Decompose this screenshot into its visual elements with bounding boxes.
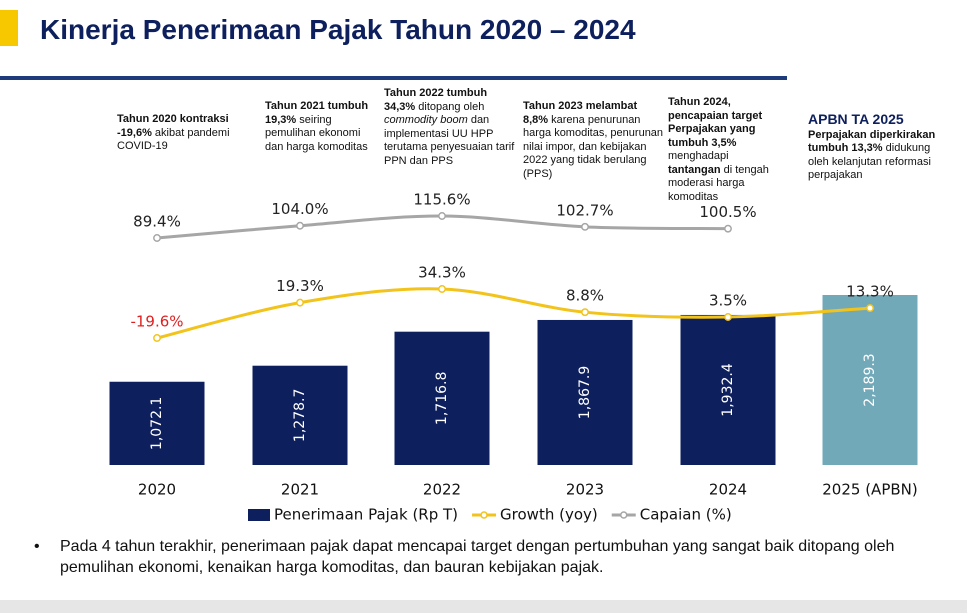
line bbox=[156, 287, 871, 340]
annotation: Tahun 2024, pencapaian target Perpajakan… bbox=[668, 96, 780, 204]
annotation: Tahun 2020 kontraksi -19,6% akibat pande… bbox=[117, 113, 242, 154]
line-value-label: 34.3% bbox=[418, 264, 466, 282]
line-point bbox=[296, 221, 304, 230]
bar-value-label: 1,867.9 bbox=[577, 366, 593, 419]
annotation-text: tantangan bbox=[668, 163, 721, 176]
annotation-text: Tahun 2021 tumbuh 19,3% bbox=[265, 100, 369, 126]
line-value-label: 8.8% bbox=[566, 287, 604, 305]
line-point bbox=[153, 334, 161, 342]
line-point bbox=[581, 308, 589, 317]
annotation-text: menghadapi bbox=[668, 150, 729, 162]
annotation-text: seiring pemulihan ekonomi dan harga komo… bbox=[265, 113, 368, 153]
legend-label: Growth (yoy) bbox=[500, 506, 598, 524]
legend-label: Penerimaan Pajak (Rp T) bbox=[274, 506, 458, 524]
line-value-label: 104.0% bbox=[271, 200, 328, 218]
legend-label: Capaian (%) bbox=[640, 506, 732, 524]
line-value-label: 100.5% bbox=[699, 203, 756, 221]
annotation-text: didukung oleh kelanjutan reformasi perpa… bbox=[808, 142, 931, 181]
line-value-label: 19.3% bbox=[276, 277, 324, 295]
line-value-label: 102.7% bbox=[556, 201, 613, 219]
x-tick-label: 2021 bbox=[281, 481, 319, 499]
legend-swatch bbox=[248, 509, 270, 521]
annotation: Tahun 2023 melambat 8,8% karena penuruna… bbox=[523, 100, 665, 181]
legend-swatch-marker bbox=[620, 511, 628, 519]
annotation-text: karena penurunan harga komoditas, penuru… bbox=[523, 113, 664, 180]
line-value-label: 13.3% bbox=[846, 283, 894, 301]
x-tick-label: 2020 bbox=[138, 481, 176, 499]
line-value-label: -19.6% bbox=[130, 313, 183, 331]
line-point bbox=[724, 313, 732, 321]
annotation-heading: APBN TA 2025 bbox=[808, 111, 904, 127]
bar bbox=[109, 381, 205, 465]
line-point bbox=[581, 222, 589, 231]
footer-strip bbox=[0, 600, 967, 613]
line-point bbox=[438, 285, 446, 293]
bar-value-label: 2,189.3 bbox=[862, 353, 878, 406]
annotation: Tahun 2021 tumbuh 19,3% seiring pemuliha… bbox=[265, 100, 377, 154]
bar bbox=[680, 314, 776, 465]
bar-value-label: 1,278.7 bbox=[292, 389, 308, 442]
bar-value-label: 1,072.1 bbox=[149, 397, 165, 450]
x-tick-label: 2023 bbox=[566, 481, 604, 499]
line-point bbox=[153, 234, 161, 242]
annotation-text: di tengah moderasi harga komoditas bbox=[668, 163, 769, 203]
bar bbox=[537, 319, 633, 465]
bar-value-label: 1,932.4 bbox=[720, 363, 736, 417]
line-value-label: 115.6% bbox=[413, 191, 470, 209]
annotation-text: Tahun 2024, pencapaian target Perpajakan… bbox=[668, 96, 763, 149]
line-point bbox=[724, 224, 732, 233]
line-point bbox=[866, 304, 874, 313]
bar bbox=[822, 295, 918, 465]
line-point bbox=[296, 298, 304, 307]
line-value-label: 89.4% bbox=[133, 213, 181, 231]
annotation-text: ditopang oleh bbox=[415, 100, 485, 113]
annotation-text: akibat pandemi COVID-19 bbox=[117, 126, 230, 153]
annotation-text: Perpajakan diperkirakan tumbuh 13,3% bbox=[808, 128, 936, 155]
annotation: Tahun 2022 tumbuh 34,3% ditopang oleh co… bbox=[384, 87, 516, 168]
x-tick-label: 2024 bbox=[709, 481, 747, 499]
note-bullet: • bbox=[34, 538, 40, 555]
bar-value-label: 1,716.8 bbox=[434, 372, 450, 425]
note: • Pada 4 tahun terakhir, penerimaan paja… bbox=[34, 536, 959, 578]
annotation-text: commodity boom bbox=[384, 114, 468, 126]
annotation-text: dan implementasi UU HPP terutama penyesu… bbox=[384, 114, 515, 167]
x-tick-label: 2022 bbox=[423, 481, 461, 499]
legend-swatch-marker bbox=[480, 511, 488, 519]
chart-title: Kinerja Penerimaan Pajak Tahun 2020 – 20… bbox=[40, 14, 636, 45]
x-tick-label: 2025 (APBN) bbox=[822, 481, 917, 499]
bar bbox=[394, 331, 490, 465]
bar bbox=[252, 365, 348, 465]
line-value-label: 3.5% bbox=[709, 292, 747, 310]
line-point bbox=[438, 212, 446, 220]
header-accent bbox=[0, 10, 18, 46]
annotation: APBN TA 2025 Perpajakan diperkirakan tumb… bbox=[808, 111, 940, 183]
annotation-text: Tahun 2020 kontraksi -19,6% bbox=[117, 113, 229, 139]
annotation-text: Tahun 2023 melambat 8,8% bbox=[523, 100, 638, 126]
header-rule bbox=[0, 76, 787, 80]
note-text: Pada 4 tahun terakhir, penerimaan pajak … bbox=[60, 538, 895, 576]
annotation-text: Tahun 2022 tumbuh 34,3% bbox=[384, 87, 488, 113]
